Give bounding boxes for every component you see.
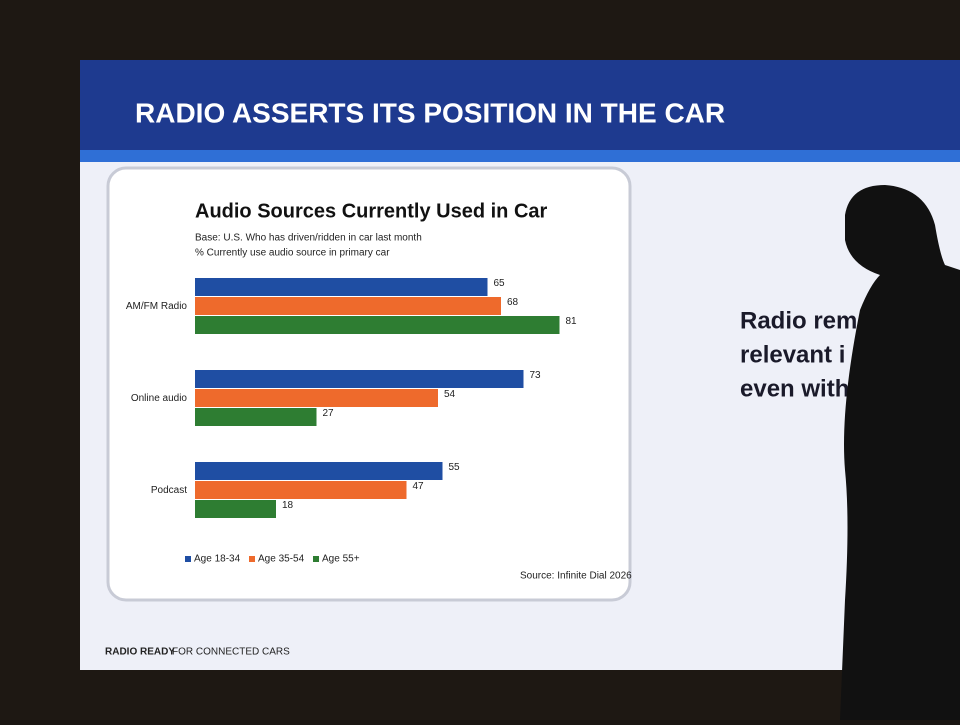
data-label: 65: [494, 278, 506, 289]
category-label: AM/FM Radio: [126, 301, 188, 312]
data-label: 27: [323, 408, 335, 419]
title-bar-stripe: [80, 150, 960, 162]
footer-bold: RADIO READY: [105, 647, 175, 658]
side-text: relevant i: [740, 341, 845, 368]
side-text: Radio rema: [740, 307, 871, 334]
legend-swatch: [313, 556, 319, 562]
data-label: 73: [530, 370, 542, 381]
chart-title: Audio Sources Currently Used in Car: [195, 200, 548, 222]
chart-subtitle: Base: U.S. Who has driven/ridden in car …: [195, 233, 422, 244]
data-label: 55: [449, 462, 461, 473]
category-label: Podcast: [151, 485, 187, 496]
data-label: 18: [282, 500, 294, 511]
bar: [195, 408, 317, 426]
legend-label: Age 35-54: [258, 554, 305, 565]
legend-label: Age 55+: [322, 554, 360, 565]
bar: [195, 481, 407, 499]
data-label: 47: [413, 481, 425, 492]
category-label: Online audio: [131, 393, 188, 404]
bar: [195, 500, 276, 518]
bar: [195, 370, 524, 388]
legend-swatch: [185, 556, 191, 562]
bar: [195, 278, 488, 296]
legend-label: Age 18-34: [194, 554, 241, 565]
slide-title: RADIO ASSERTS ITS POSITION IN THE CAR: [135, 97, 725, 128]
data-label: 81: [566, 316, 578, 327]
chart-subtitle: % Currently use audio source in primary …: [195, 248, 390, 259]
presenter-silhouette: [840, 185, 960, 720]
slide-title-bar: [80, 60, 960, 160]
side-text: even with: [740, 375, 849, 402]
bar: [195, 462, 443, 480]
legend-swatch: [249, 556, 255, 562]
bar: [195, 297, 501, 315]
bar: [195, 316, 560, 334]
chart-source: Source: Infinite Dial 2026: [520, 571, 632, 582]
bar: [195, 389, 438, 407]
data-label: 54: [444, 389, 456, 400]
data-label: 68: [507, 297, 519, 308]
footer: FOR CONNECTED CARS: [172, 647, 290, 658]
